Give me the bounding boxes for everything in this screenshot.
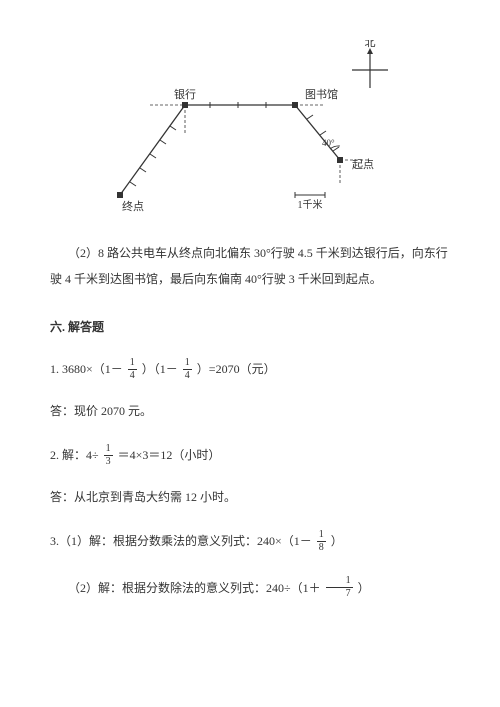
angle-start-label: 40° (322, 138, 335, 148)
q1-part-b: ）（1－ (142, 362, 178, 376)
q2-part-a: 2. 解：4÷ (50, 448, 99, 462)
section-6-heading: 六. 解答题 (50, 318, 450, 337)
frac-1-3: 13 (104, 444, 113, 467)
q3-1-a: 3.（1）解：根据分数乘法的意义列式：240×（1－ (50, 534, 312, 548)
scale-label: 1千米 (298, 198, 323, 211)
frac-1-4-b: 14 (183, 358, 192, 381)
frac-1-7: 17 (326, 576, 353, 599)
frac-1-8: 18 (317, 530, 326, 553)
frac-1-4-a: 14 (128, 358, 137, 381)
q3-1-b: ） (331, 534, 343, 548)
segment-library-start (295, 105, 340, 160)
compass-icon (352, 48, 388, 88)
diagram-svg: 北 (90, 40, 410, 220)
question-2: 2. 解：4÷ 13 ＝4×3＝12（小时） (50, 441, 450, 470)
q2-answer: 答：从北京到青岛大约需 12 小时。 (50, 488, 450, 507)
question-3-2: （2）解：根据分数除法的意义列式：240÷（1＋ 17 ） (50, 574, 450, 603)
north-label: 北 (365, 40, 376, 49)
end-label: 终点 (122, 199, 144, 213)
question-3-1: 3.（1）解：根据分数乘法的意义列式：240×（1－ 18 ） (50, 527, 450, 556)
q3-2-a: （2）解：根据分数除法的意义列式：240÷（1＋ (68, 581, 321, 595)
route-diagram: 北 (90, 40, 410, 220)
ticks-end-bank (130, 126, 176, 186)
start-label: 起点 (352, 158, 374, 171)
q1-part-c: ）=2070（元） (197, 362, 276, 376)
q1-answer: 答：现价 2070 元。 (50, 402, 450, 421)
q2-part-b: ＝4×3＝12（小时） (118, 448, 221, 462)
bank-label: 银行 (174, 87, 196, 101)
question-1: 1. 3680×（1－ 14 ）（1－ 14 ）=2070（元） (50, 355, 450, 384)
paragraph-2: （2）8 路公共电车从终点向北偏东 30°行驶 4.5 千米到达银行后，向东行驶… (50, 240, 450, 293)
point-end (117, 192, 123, 198)
q3-2-b: ） (358, 581, 370, 595)
segment-end-bank (120, 105, 185, 195)
library-label: 图书馆 (305, 87, 338, 101)
q1-part-a: 1. 3680×（1－ (50, 362, 123, 376)
